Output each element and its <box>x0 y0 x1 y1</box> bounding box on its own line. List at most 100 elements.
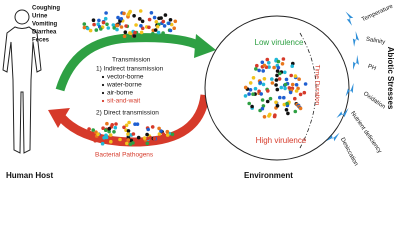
high-virulence: High virulence <box>256 136 307 145</box>
pathogen-dot <box>258 80 263 85</box>
pathogen-dot <box>298 92 303 97</box>
pathogen-dot <box>243 94 248 98</box>
pathogen-dot <box>167 21 171 26</box>
pathogen-dot <box>170 132 175 137</box>
pathogen-dot <box>112 26 116 30</box>
pathogen-dot <box>265 99 270 104</box>
pathogen-dot <box>261 104 266 108</box>
pathogen-dot <box>82 22 87 26</box>
pathogen-dot <box>128 31 132 35</box>
pathogen-dot <box>159 129 163 133</box>
pathogen-dot <box>126 138 131 142</box>
pathogen-dot <box>247 92 251 96</box>
pathogen-dot <box>275 73 279 78</box>
pathogen-dot <box>133 122 137 126</box>
pathogen-dot <box>248 88 253 92</box>
pathogen-dot <box>293 96 297 101</box>
page: { "human_host": { "symptoms": ["Coughing… <box>2 3 395 181</box>
pathogen-dot <box>145 141 150 146</box>
pathogen-dot <box>284 77 289 82</box>
pathogen-dot <box>114 122 118 126</box>
pathogen-dot <box>262 77 267 81</box>
pathogen-dot <box>272 65 276 70</box>
pathogen-dot <box>290 82 295 87</box>
pathogen-dot <box>88 28 93 33</box>
pathogen-dot <box>247 101 251 106</box>
pathogen-dot <box>149 11 154 15</box>
pathogen-dot <box>266 89 270 93</box>
pathogen-dot <box>243 85 248 90</box>
pathogen-dot <box>91 18 96 23</box>
stress: Oxidation <box>362 91 386 110</box>
pathogen-dot <box>139 24 143 28</box>
pathogen-dot <box>254 63 259 68</box>
pathogen-dot <box>101 20 106 25</box>
pathogen-dot <box>257 89 261 94</box>
pathogen-dot <box>293 74 298 78</box>
pathogen-dot <box>254 67 258 71</box>
symptom: Diarrhea <box>32 30 57 36</box>
lightning-bolt <box>326 132 340 142</box>
pathogen-dot <box>274 100 278 105</box>
pathogen-dot <box>157 132 162 136</box>
pathogen-dot <box>104 133 108 138</box>
pathogen-dot <box>168 28 173 33</box>
pathogen-dot <box>136 135 141 140</box>
bullets <box>101 75 105 103</box>
pathogen-dot <box>82 25 87 30</box>
direct-label: 2) Direct transmission <box>96 110 159 117</box>
pathogen-dot <box>109 139 113 144</box>
pathogen-dot <box>123 30 128 34</box>
pathogen-dot <box>169 22 174 27</box>
pathogen-dot <box>126 132 130 136</box>
time-duration: Time Duration <box>313 65 320 106</box>
pathogen-dot <box>122 125 126 130</box>
pathogen-dot <box>132 14 136 18</box>
abiotic-title: Abiotic Stresses <box>386 47 395 110</box>
pathogen-dot <box>283 82 288 87</box>
pathogen-dot <box>289 73 294 78</box>
route: air-borne <box>107 90 133 97</box>
pathogen-dot <box>122 34 127 38</box>
pathogen-dot <box>139 30 144 35</box>
pathogen-dot <box>106 26 111 30</box>
pathogen-dot <box>111 23 116 27</box>
pathogen-dot <box>134 23 138 27</box>
pathogen-dot <box>138 9 143 13</box>
pathogen-dot <box>161 31 165 35</box>
pathogen-dot <box>283 86 287 91</box>
pathogen-dot <box>262 115 267 119</box>
pathogen-dot <box>248 81 253 85</box>
pathogen-dot <box>145 136 150 141</box>
pathogen-dot <box>279 85 284 90</box>
pathogen-dot <box>287 86 292 90</box>
lightning-bolts <box>326 11 360 142</box>
pathogen-dot <box>165 133 170 137</box>
pathogen-dot <box>288 90 293 95</box>
pathogen-dot <box>104 11 108 15</box>
pathogen-dot <box>107 126 112 131</box>
human-figure <box>2 9 42 154</box>
pathogen-dot <box>105 121 109 126</box>
pathogen-dot <box>115 23 120 28</box>
pathogen-dot <box>282 95 286 100</box>
pathogen-dot <box>131 132 136 136</box>
pathogen-dot <box>126 129 131 133</box>
pathogen-dot <box>105 22 109 27</box>
pathogen-dot <box>92 22 96 27</box>
pathogen-dot <box>161 19 166 24</box>
pathogen-dot <box>250 104 254 109</box>
pathogen-dot <box>142 136 147 140</box>
symptom: Coughing <box>32 6 60 12</box>
route: sit-and-wait <box>107 98 140 105</box>
symptom: Vomiting <box>32 22 58 28</box>
pathogen-dot <box>272 114 277 119</box>
environment-label: Environment <box>244 171 293 180</box>
green-arrowhead <box>194 34 216 58</box>
pathogen-dot <box>298 106 303 111</box>
pathogen-dot <box>275 69 280 73</box>
pathogen-dot <box>297 77 301 81</box>
red-arrowhead <box>48 108 70 128</box>
indirect-label: 1) Indirect transmission <box>96 66 164 73</box>
pathogen-dot <box>146 127 150 132</box>
